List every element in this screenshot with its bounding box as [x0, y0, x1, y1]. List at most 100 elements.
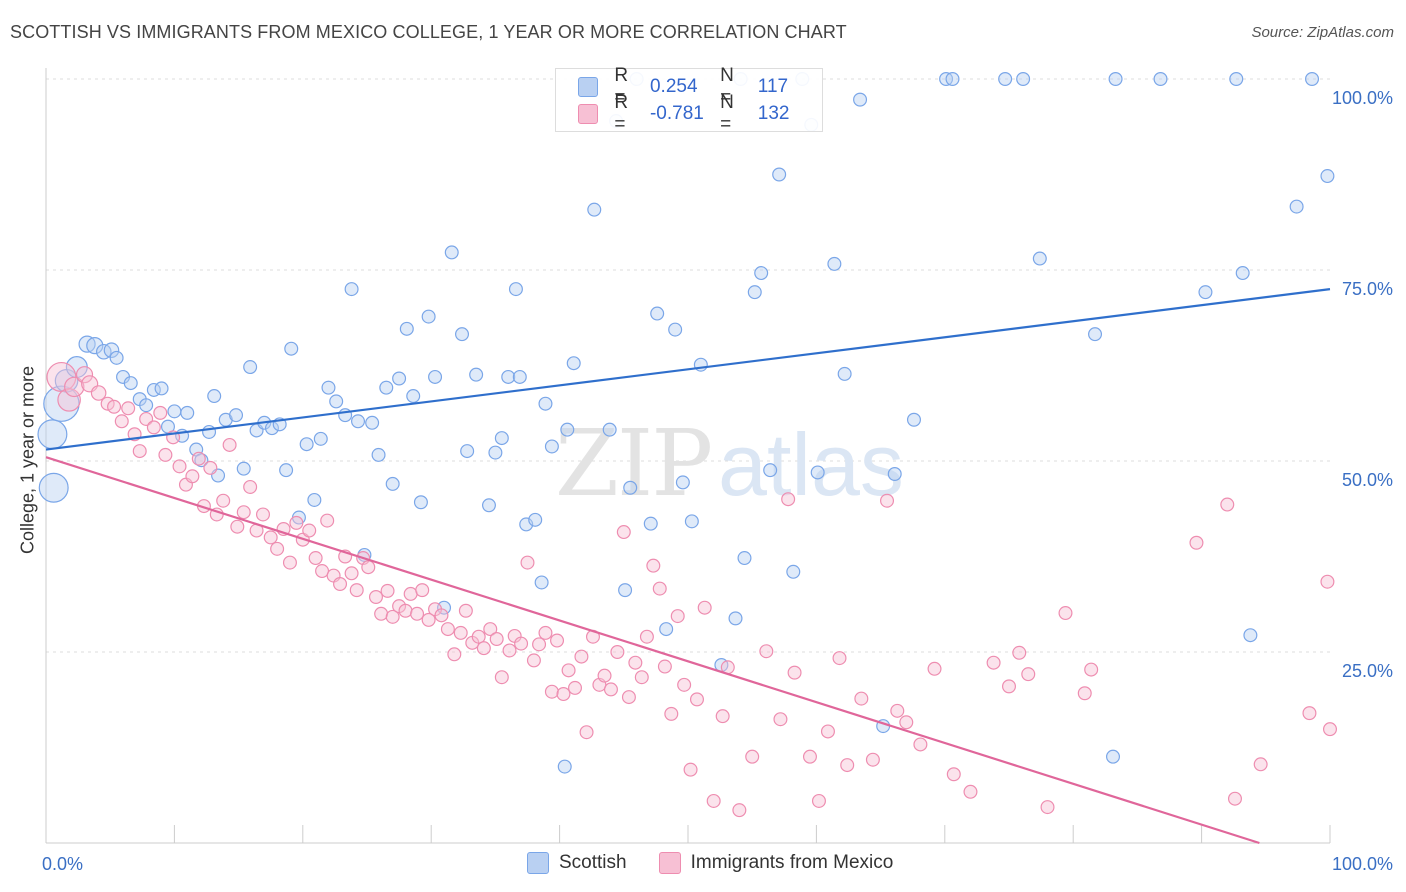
scottish-point: [488, 445, 503, 460]
x-tick-label: 100.0%: [1332, 854, 1393, 874]
mexico-point: [230, 519, 245, 534]
mexico-point: [787, 665, 802, 680]
scottish-point: [399, 321, 414, 336]
scottish-point: [837, 366, 852, 381]
scottish-point: [279, 463, 294, 478]
mexico-point: [574, 649, 589, 664]
legend-r-value: -0.781: [649, 103, 704, 124]
scottish-point: [321, 380, 336, 395]
mexico-point: [1220, 497, 1235, 512]
mexico-point: [544, 684, 559, 699]
mexico-point: [114, 414, 129, 429]
correlation-legend: R = 0.254 N = 117 R = -0.781 N = 132: [555, 65, 823, 135]
mexico-point: [865, 752, 880, 767]
mexico-point: [715, 709, 730, 724]
scottish-point: [406, 389, 421, 404]
scottish-point: [1243, 628, 1258, 643]
mexico-point: [320, 513, 335, 528]
mexico-point: [820, 724, 835, 739]
scottish-point: [236, 461, 251, 476]
legend-swatch-mexico: [658, 852, 681, 874]
mexico-point: [361, 560, 376, 575]
mexico-point: [236, 505, 251, 520]
mexico-trend-line: [45, 456, 1260, 845]
scottish-point: [207, 389, 222, 404]
scottish-point: [43, 385, 80, 422]
mexico-point: [745, 749, 760, 764]
scottish-point: [650, 306, 665, 321]
legend-n-label: N =: [720, 65, 734, 108]
mexico-point: [597, 668, 612, 683]
scottish-point: [763, 463, 778, 478]
mexico-point: [532, 637, 547, 652]
y-tick-label: 25.0%: [1342, 661, 1393, 681]
scottish-point: [103, 342, 120, 359]
mexico-point: [476, 641, 491, 656]
chart-title: SCOTTISH VS IMMIGRANTS FROM MEXICO COLLE…: [10, 22, 847, 42]
scottish-point: [1320, 169, 1335, 184]
mexico-point: [652, 581, 667, 596]
mexico-point: [832, 651, 847, 666]
legend-item-scottish: Scottish: [527, 852, 627, 874]
scottish-point: [906, 412, 921, 427]
scottish-point: [37, 419, 68, 450]
legend-row-scottish: R = 0.254 N = 117: [578, 65, 822, 108]
scottish-point: [1289, 199, 1304, 214]
mexico-point: [1001, 679, 1016, 694]
scottish-point: [1153, 71, 1168, 86]
scottish-point: [371, 447, 386, 462]
scottish-point: [501, 369, 516, 384]
mexico-point: [520, 555, 535, 570]
chart-source: Source: ZipAtlas.com: [1251, 24, 1394, 41]
scottish-point: [887, 466, 902, 481]
scottish-point: [313, 431, 328, 446]
mexico-point: [811, 793, 826, 808]
legend-label-scottish: Scottish: [559, 852, 627, 873]
mexico-point: [421, 612, 436, 627]
scottish-point: [243, 360, 258, 375]
mexico-point: [315, 564, 330, 579]
mexico-point: [610, 644, 625, 659]
mexico-point: [349, 583, 364, 598]
mexico-point: [657, 659, 672, 674]
scottish-point: [494, 431, 509, 446]
scottish-point: [534, 575, 549, 590]
watermark: ZIP atlas: [555, 410, 904, 517]
scottish-point: [481, 498, 496, 513]
scottish-point: [557, 759, 572, 774]
mexico-point: [385, 609, 400, 624]
scottish-point: [154, 381, 169, 396]
scottish-point: [421, 309, 436, 324]
mexico-point: [302, 523, 317, 538]
trend-lines: [45, 288, 1331, 845]
mexico-point: [380, 583, 395, 598]
mexico-point: [1084, 662, 1099, 677]
series-legend: Scottish Immigrants from Mexico: [527, 852, 925, 874]
scottish-point: [428, 369, 443, 384]
scottish-point: [623, 480, 638, 495]
scottish-point: [643, 516, 658, 531]
scottish-point: [86, 337, 104, 355]
scottish-point: [229, 408, 244, 423]
mexico-point: [255, 507, 270, 522]
mexico-point: [854, 691, 869, 706]
y-tick-label: 100.0%: [1332, 88, 1393, 108]
mexico-point: [963, 784, 978, 799]
scottish-point: [385, 476, 400, 491]
mexico-point: [458, 603, 473, 618]
scottish-point: [202, 424, 217, 439]
scottish-point: [344, 282, 359, 297]
mexico-point: [146, 420, 161, 435]
mexico-point: [840, 758, 855, 773]
mexico-point: [1021, 667, 1036, 682]
mexico-point: [899, 715, 914, 730]
scottish-point: [998, 71, 1013, 86]
scottish-point: [1088, 327, 1103, 342]
scottish-point: [1198, 285, 1213, 300]
scottish-point: [284, 341, 299, 356]
mexico-point: [471, 629, 486, 644]
mexico-point: [1320, 574, 1335, 589]
mexico-point: [1058, 606, 1073, 621]
mexico-point: [403, 586, 418, 601]
mexico-point: [664, 706, 679, 721]
